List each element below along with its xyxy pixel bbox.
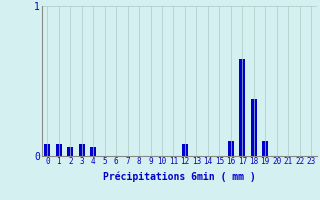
X-axis label: Précipitations 6min ( mm ): Précipitations 6min ( mm ) [103,172,256,182]
Bar [68,147,73,156]
Bar [262,141,268,156]
Bar [251,99,257,156]
Bar [228,141,234,156]
Bar [239,58,245,156]
Bar [182,144,188,156]
Bar [79,144,84,156]
Bar [44,144,50,156]
Bar [90,147,96,156]
Bar [56,144,62,156]
